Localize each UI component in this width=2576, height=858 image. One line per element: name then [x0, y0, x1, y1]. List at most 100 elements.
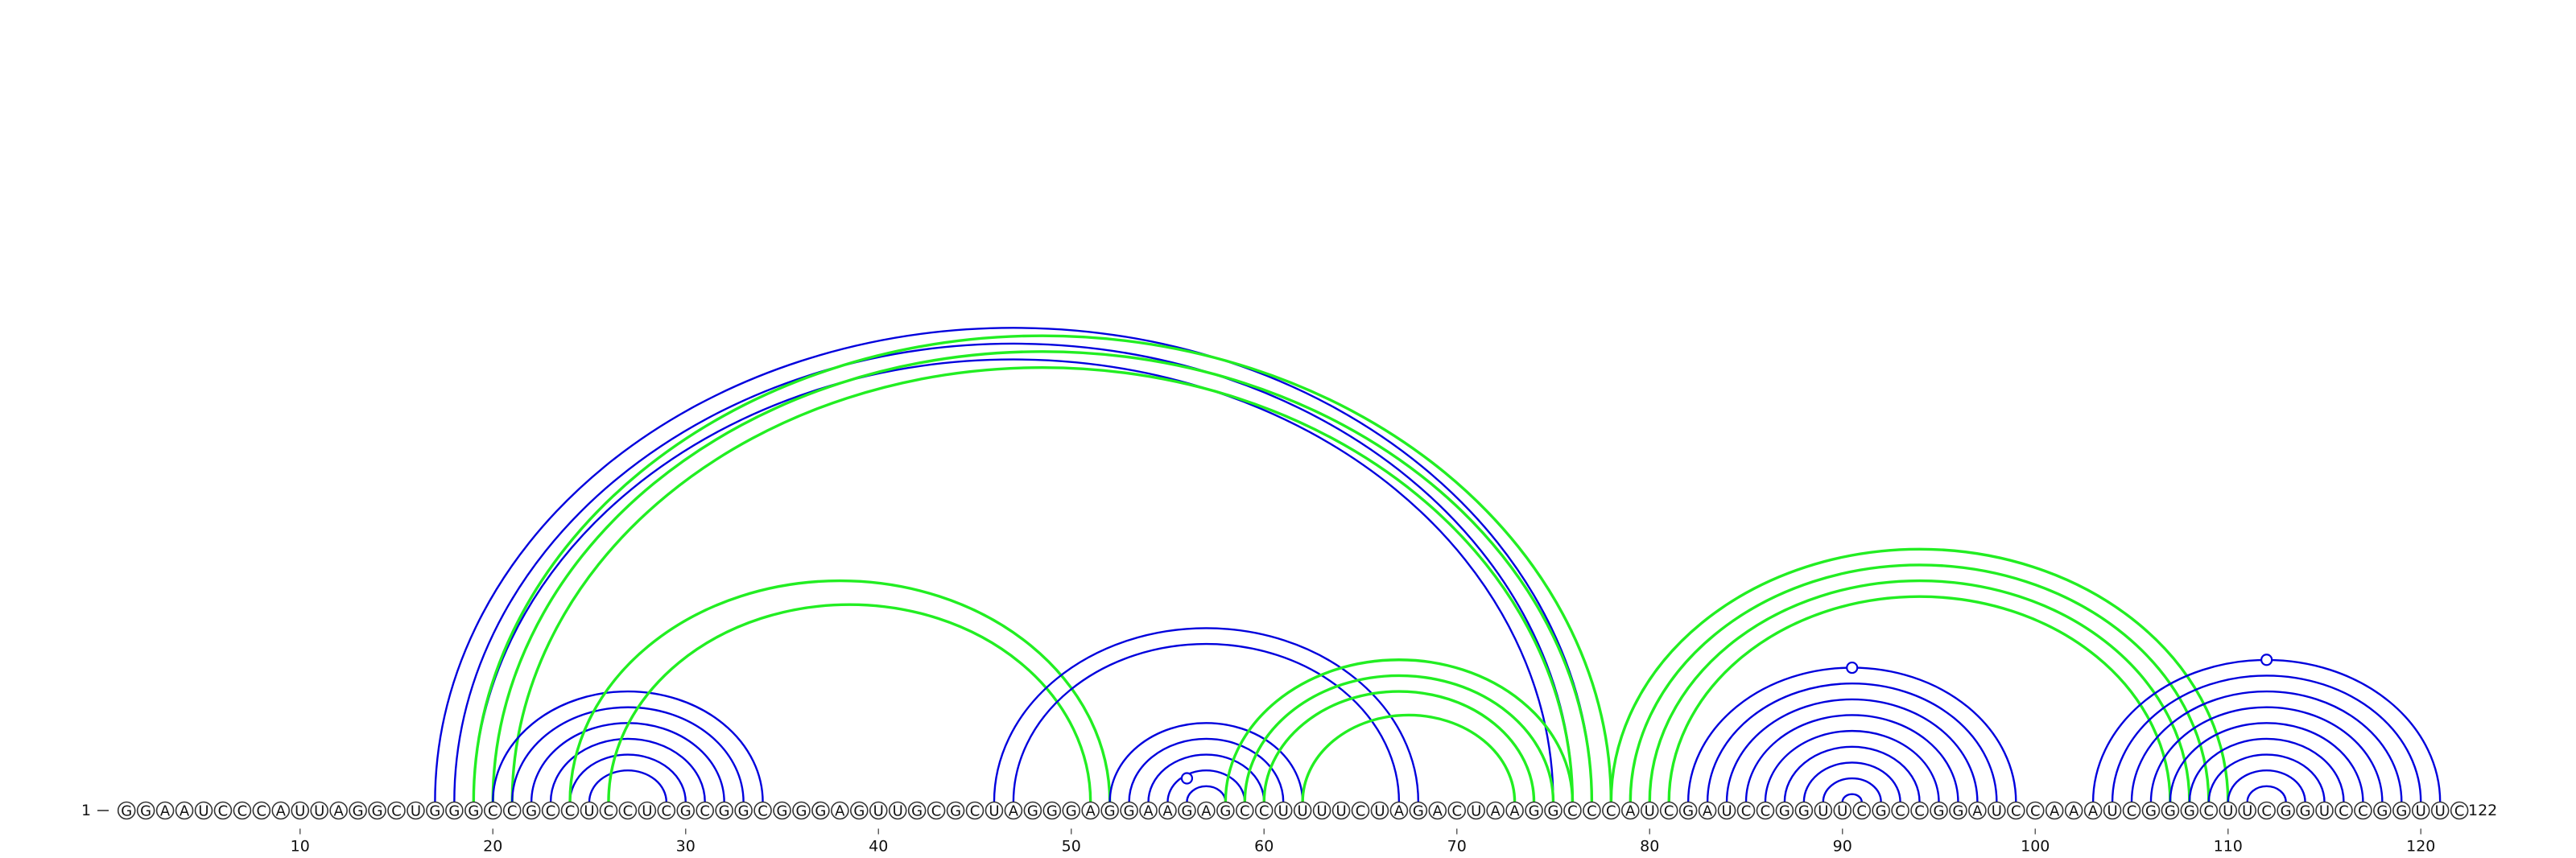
nucleotide: U [310, 801, 329, 820]
nucleotide: U [1293, 801, 1312, 820]
nucleotide-letter: C [1741, 803, 1752, 820]
nucleotide: U [194, 801, 213, 820]
base-pair-arc-blue [1744, 714, 1959, 802]
nucleotide-circle [1525, 801, 1543, 820]
nucleotide: A [2064, 801, 2083, 820]
nucleotide-circle [2411, 801, 2430, 820]
nucleotide: A [1081, 801, 1100, 820]
hairpin-loop-marker [2260, 654, 2273, 666]
nucleotide: U [1640, 801, 1659, 820]
nucleotide: G [1120, 801, 1138, 820]
nucleotide-circle [1467, 801, 1485, 820]
nucleotide-circle [2392, 801, 2411, 820]
nucleotide-letter: G [1124, 803, 1135, 820]
nucleotide: C [753, 801, 772, 820]
nucleotide-circle [1331, 801, 1351, 820]
nucleotide-letter: G [2184, 803, 2195, 820]
nucleotide-letter: C [1587, 803, 1597, 820]
nucleotide-circle [2238, 801, 2256, 820]
nucleotide-circle [560, 801, 580, 820]
nucleotide-circle [426, 801, 444, 820]
nucleotide-circle [1852, 801, 1871, 820]
nucleotide-letter: G [1798, 803, 1810, 820]
nucleotide-circle [310, 801, 329, 820]
nucleotide-circle [657, 801, 676, 820]
nucleotide-circle [445, 801, 464, 820]
nucleotide-circle [1794, 801, 1814, 820]
nucleotide-letter: C [1259, 803, 1269, 820]
nucleotide-letter: G [815, 803, 826, 820]
nucleotide: G [136, 801, 155, 820]
axis-tick-label: 80 [1640, 838, 1659, 856]
nucleotide: G [850, 801, 869, 820]
nucleotide-letter: C [758, 803, 768, 820]
nucleotide-circle [541, 801, 560, 820]
nucleotide-circle [194, 801, 213, 820]
nucleotide-letter: C [1761, 803, 1771, 820]
nucleotide: G [426, 801, 444, 820]
nucleotide-circle [1293, 801, 1312, 820]
nucleotide-circle [1949, 801, 1967, 820]
nucleotide-letter: U [1374, 803, 1385, 820]
nucleotide-circle [1814, 801, 1833, 820]
base-pair-arc-blue [1686, 666, 2017, 802]
nucleotide: G [368, 801, 386, 820]
axis-tick-label: 50 [1062, 838, 1081, 856]
nucleotide-circle [233, 801, 252, 820]
nucleotide-circle [1158, 801, 1177, 820]
nucleotide-circle [1254, 801, 1274, 820]
nucleotide-letter: U [584, 803, 594, 820]
nucleotide-circle [2257, 801, 2276, 820]
nucleotide-circle [1505, 801, 1524, 820]
nucleotide-letter: G [1104, 803, 1116, 820]
nucleotide: C [502, 801, 522, 820]
nucleotide-letter: C [1895, 803, 1905, 820]
nucleotide: A [1486, 801, 1505, 820]
nucleotide: G [349, 801, 367, 820]
nucleotide: G [1216, 801, 1235, 820]
nucleotide-letter: C [257, 803, 267, 820]
nucleotide: G [1794, 801, 1814, 820]
nucleotide-letter: A [1509, 803, 1520, 820]
axis-tick-label: 70 [1447, 838, 1467, 856]
nucleotide: G [2277, 801, 2295, 820]
nucleotide-letter: G [719, 803, 730, 820]
nucleotide-circle [1100, 801, 1119, 820]
nucleotide: G [445, 801, 464, 820]
nucleotide: G [1062, 801, 1081, 820]
nucleotide: G [676, 801, 696, 820]
axis-tick-label: 40 [869, 838, 888, 856]
base-pair-arc-blue [2227, 769, 2306, 802]
nucleotide-letter: U [1298, 803, 1308, 820]
nucleotide: A [1428, 801, 1447, 820]
nucleotide-letter: C [488, 803, 498, 820]
nucleotide: C [2354, 801, 2372, 820]
nucleotide: G [2180, 801, 2199, 820]
nucleotide-circle [2199, 801, 2219, 820]
nucleotide: U [1274, 801, 1293, 820]
nucleotide-letter: U [2319, 803, 2330, 820]
nucleotide-circle [985, 801, 1004, 820]
base-pair-arc-blue [2246, 785, 2287, 802]
nucleotide-circle [1178, 801, 1196, 820]
nucleotide-letter: A [1086, 803, 1096, 820]
nucleotide-letter: C [2339, 803, 2349, 820]
nucleotide-letter: G [1779, 803, 1790, 820]
nucleotide-letter: G [121, 803, 132, 820]
nucleotide-letter: G [795, 803, 807, 820]
nucleotide: C [1602, 801, 1620, 820]
nucleotide-circle [1370, 801, 1389, 820]
base-pair-arc-blue [1841, 793, 1863, 802]
nucleotide-letter: G [1027, 803, 1038, 820]
nucleotide-letter: U [1992, 803, 2002, 820]
base-pair-arc-blue [2207, 753, 2326, 802]
nucleotide-circle [1081, 801, 1100, 820]
nucleotide-letter: G [372, 803, 383, 820]
nucleotide: G [773, 801, 791, 820]
nucleotide: C [1659, 801, 1678, 820]
nucleotide-letter: C [2358, 803, 2368, 820]
nucleotide-circle [831, 801, 849, 820]
nucleotide-letter: C [1914, 803, 1925, 820]
nucleotide-letter: C [2011, 803, 2021, 820]
